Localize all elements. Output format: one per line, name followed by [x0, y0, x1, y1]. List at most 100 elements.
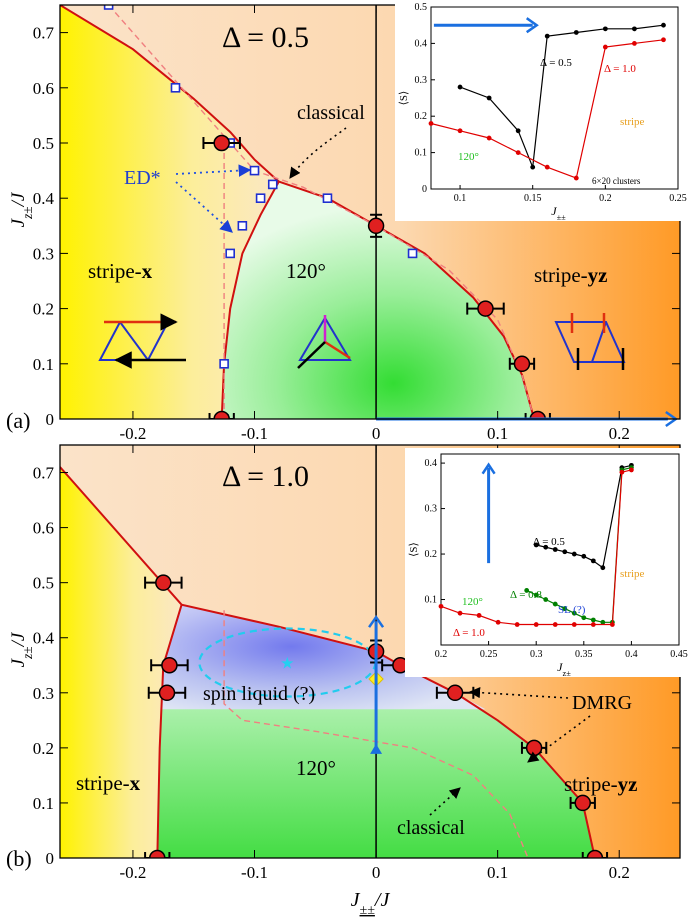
- spin-pattern-stripe-yz-icon: [554, 313, 626, 370]
- inset-x-axis-label: Jz±: [557, 660, 571, 678]
- phase-label-stripe-x: stripe-x: [88, 259, 153, 283]
- ed-point: [407, 248, 418, 259]
- ed-point: [237, 221, 248, 231]
- ed-point: [219, 358, 229, 369]
- y-tick-label: 0.5: [33, 134, 54, 153]
- dmrg-arrow: [527, 715, 591, 763]
- inset-series-point: [515, 150, 521, 156]
- boundary-line: [156, 604, 183, 858]
- classical-boundary: [223, 610, 529, 858]
- panel-a-label: (a): [6, 408, 30, 433]
- inset-phase-sl: SL (?): [558, 604, 586, 616]
- inset-y-tick-label: 0.4: [425, 458, 438, 469]
- inset-legend: Δ = 0.5: [540, 57, 572, 69]
- inset-series-point: [602, 44, 608, 50]
- inset-series-point: [544, 164, 550, 170]
- inset-series-point: [632, 26, 637, 32]
- dmrg-arrow: [468, 687, 569, 699]
- inset-y-axis-label: ⟨S⟩: [398, 91, 410, 106]
- inset-y-tick-label: 0.1: [425, 595, 438, 606]
- x-tick-label: 0.2: [609, 424, 630, 443]
- inset-series-line: [440, 469, 632, 626]
- dmrg-point: [367, 217, 385, 235]
- phase-label-120: 120°: [286, 259, 326, 283]
- classical-arrow: [429, 787, 461, 816]
- y-tick-label: 0.1: [33, 794, 54, 813]
- panel-title: Δ = 0.5: [222, 21, 309, 54]
- y-tick-label: 0.4: [33, 189, 55, 208]
- inset-series-point: [590, 622, 596, 627]
- ed-point: [322, 193, 333, 203]
- inset-series-point: [533, 592, 539, 598]
- inset-series-point: [552, 601, 558, 607]
- dmrg-point: [213, 134, 230, 152]
- panel-title: Δ = 1.0: [222, 460, 309, 493]
- inset-series-point: [552, 547, 558, 552]
- boundary-line: [60, 5, 280, 183]
- spin-arrow: [324, 340, 351, 360]
- inset-series-point: [600, 619, 606, 625]
- panel-b: ★ -0.2 -0.1 0 0.1 0.2 0 0.1 0.2 0.3 0.4 0.5 0.6 0.7 Δ …: [6, 444, 691, 882]
- y-tick-label: 0.6: [33, 519, 54, 538]
- triangle-lattice: [298, 316, 352, 361]
- ed-point: [103, 5, 114, 10]
- scan-arrow-head: [368, 615, 385, 628]
- y-axis-label-a: Jz±/J: [8, 191, 35, 227]
- dmrg-point: [158, 684, 176, 702]
- x-tick-label: -0.1: [241, 424, 268, 443]
- y-tick-label: 0.3: [33, 684, 54, 703]
- x-tick-label: -0.1: [241, 863, 268, 882]
- inset-series-point: [661, 37, 666, 43]
- inset-series-point: [581, 553, 587, 559]
- inset-series-point: [515, 128, 521, 134]
- inset-x-tick-label: 0.1: [454, 193, 467, 204]
- spin-arrow: [297, 341, 326, 369]
- y-tick-label: 0.5: [33, 574, 54, 593]
- classical-label: classical: [297, 102, 365, 124]
- spin-pattern-120-icon: [297, 315, 352, 369]
- inset-x-tick-label: 0.45: [670, 649, 688, 660]
- inset-series-point: [552, 622, 558, 627]
- inset-series-point: [590, 558, 596, 564]
- dmrg-point: [513, 355, 531, 373]
- phase-label-stripe-yz: stripe-yz: [534, 263, 607, 287]
- inset-x-tick-label: 0.15: [524, 193, 542, 204]
- inset-series-point: [476, 613, 482, 618]
- star-icon: ★: [280, 656, 294, 673]
- inset-series-point: [573, 30, 579, 35]
- inset-series-point: [486, 135, 492, 141]
- dmrg-point: [161, 657, 178, 674]
- inset-series-point: [562, 606, 568, 612]
- inset-series-point: [530, 164, 536, 170]
- y-tick-label: 0.3: [33, 244, 54, 263]
- panel-b-label: (b): [6, 846, 32, 871]
- scan-arrow-tail: [370, 743, 383, 754]
- inset-series-point: [629, 467, 634, 473]
- inset-x-tick-label: 0.35: [575, 649, 593, 660]
- ed-label: ED*: [124, 167, 161, 189]
- inset-y-axis-label: ⟨S⟩: [408, 542, 420, 557]
- spin-pattern-stripe-x-icon: [98, 313, 186, 369]
- x-tick-label: 0.1: [487, 424, 508, 443]
- inset-x-tick-label: 0.25: [669, 193, 687, 204]
- inset-series-point: [571, 551, 577, 557]
- dmrg-point: [149, 849, 166, 858]
- inset-series-point: [457, 610, 463, 616]
- inset-series-point: [581, 615, 587, 621]
- inset-series-point: [661, 22, 666, 28]
- ed-arrow: [175, 181, 233, 233]
- inset-series-line: [536, 464, 632, 569]
- classical-arrow: [289, 127, 347, 179]
- inset-y-tick-label: 0.5: [415, 2, 428, 13]
- x-tick-label: -0.2: [119, 863, 146, 882]
- ed-arrow: [175, 164, 252, 177]
- inset-legend: Δ = 1.0: [453, 627, 485, 639]
- inset-y-tick-label: 0.4: [415, 38, 428, 49]
- stripe-x-region: [60, 467, 182, 858]
- ed-point: [225, 248, 235, 259]
- y-axis-label-b: Jz±/J: [8, 631, 35, 667]
- dmrg-point: [446, 684, 464, 702]
- phase-label-120: 120°: [296, 756, 336, 780]
- x-tick-label: 0: [372, 424, 381, 443]
